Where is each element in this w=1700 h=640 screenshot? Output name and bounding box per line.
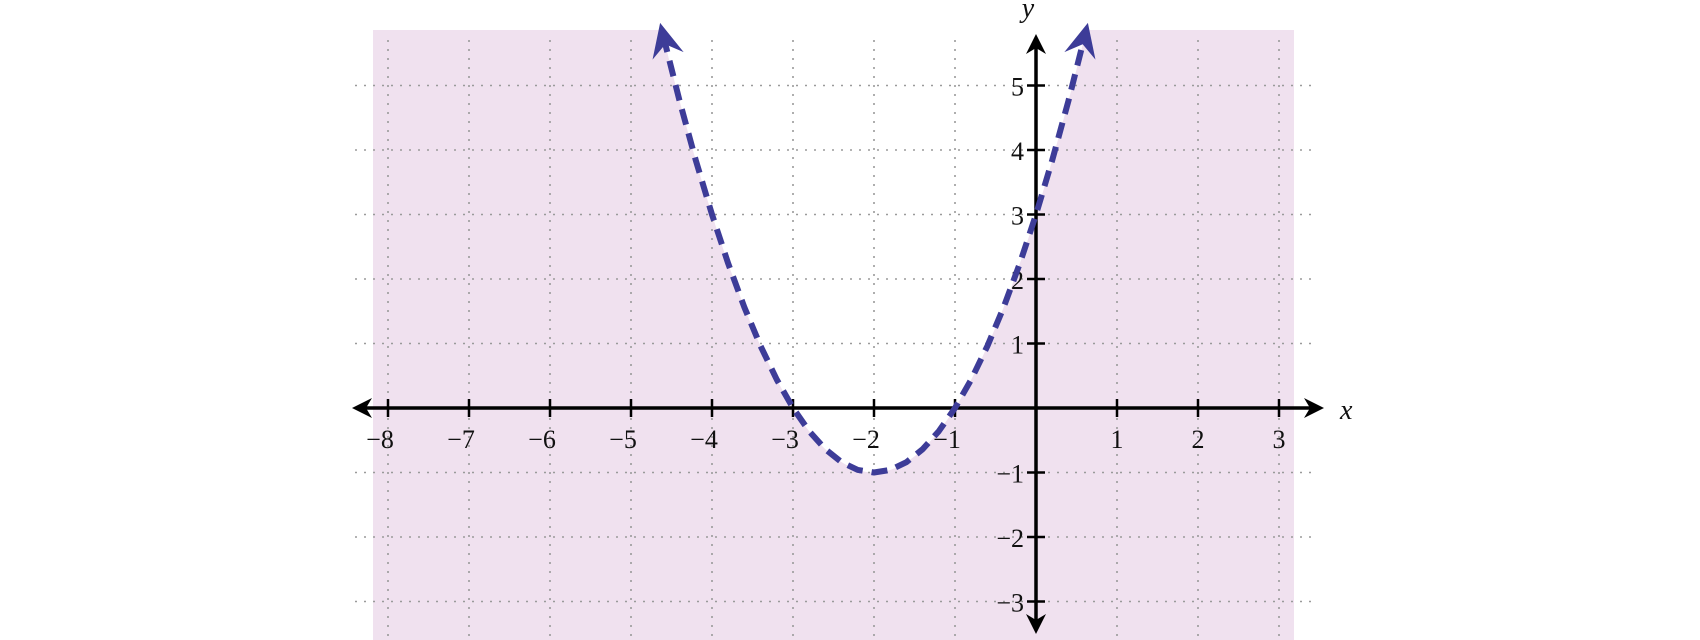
x-tick-label: −5 — [609, 425, 637, 454]
y-tick-label: 3 — [1011, 202, 1024, 231]
parabola-curve — [660, 35, 1088, 476]
y-tick-label: 5 — [1011, 73, 1024, 102]
y-axis-top-arrow — [1026, 34, 1046, 54]
x-tick-label: −4 — [690, 425, 718, 454]
grid — [355, 40, 1312, 640]
y-tick-label: 1 — [1011, 331, 1024, 360]
x-tick-label: 2 — [1192, 425, 1205, 454]
x-tick-label: 3 — [1273, 425, 1286, 454]
y-tick-label: −1 — [996, 460, 1024, 489]
y-tick-label: 4 — [1011, 137, 1024, 166]
y-axis-bottom-arrow — [1026, 614, 1046, 634]
y-tick-label: −3 — [996, 589, 1024, 618]
x-tick-label: −7 — [447, 425, 475, 454]
x-tick-label: −8 — [366, 425, 394, 454]
x-tick-label: −6 — [528, 425, 556, 454]
curve-layer — [652, 22, 1096, 476]
x-tick-label: −3 — [771, 425, 799, 454]
x-axis-left-arrow — [352, 398, 372, 418]
x-tick-label: 1 — [1111, 425, 1124, 454]
curve-left-arrow — [652, 22, 684, 60]
curve-right-arrow — [1064, 22, 1096, 60]
y-tick-label: −2 — [996, 524, 1024, 553]
shaded-region — [373, 30, 1294, 640]
y-axis-label: y — [1019, 0, 1035, 24]
x-axis-label: x — [1339, 395, 1353, 426]
shaded-solution-region — [373, 30, 1294, 640]
axes — [352, 34, 1324, 634]
x-tick-label: −2 — [852, 425, 880, 454]
x-axis-right-arrow — [1304, 398, 1324, 418]
